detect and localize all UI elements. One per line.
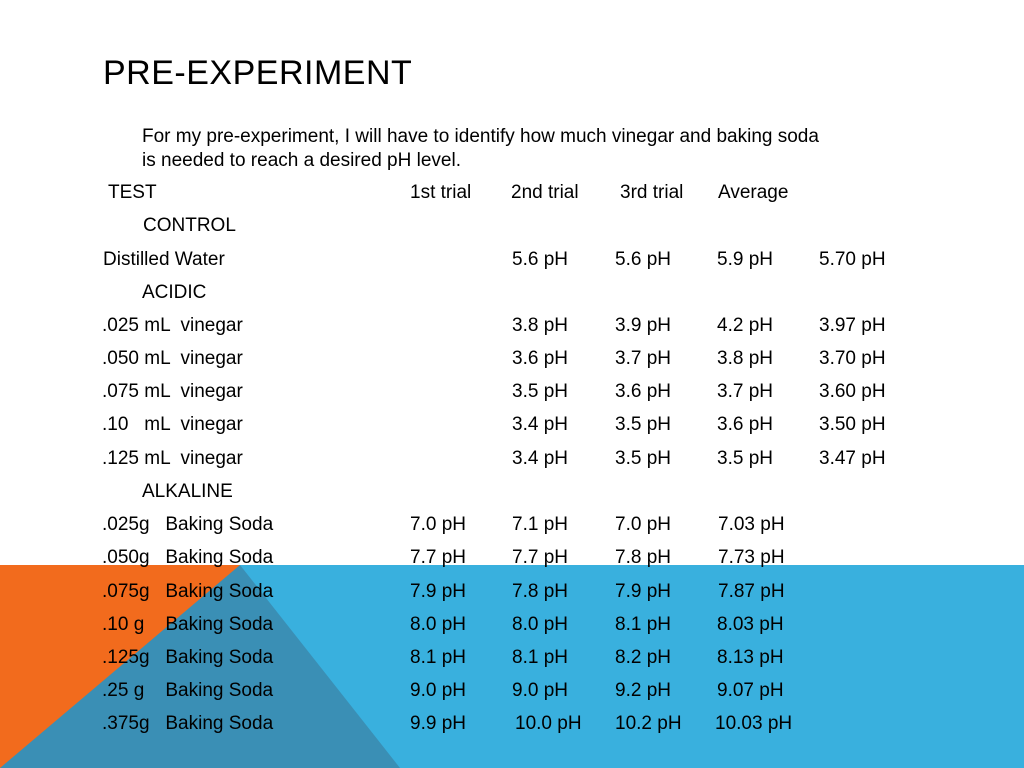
cell-value: 10.0 pH xyxy=(515,713,582,734)
cell-value: 3.47 pH xyxy=(819,448,886,469)
cell-value: 7.0 pH xyxy=(410,514,466,535)
section-label-alkaline: ALKALINE xyxy=(142,481,233,502)
header-average: Average xyxy=(718,182,789,203)
cell-value: 4.2 pH xyxy=(717,315,773,336)
cell-value: 3.7 pH xyxy=(615,348,671,369)
row-name: .050g Baking Soda xyxy=(102,547,274,568)
cell-value: 3.5 pH xyxy=(512,381,568,402)
cell-value: 10.03 pH xyxy=(715,713,793,734)
cell-value: 3.7 pH xyxy=(717,381,773,402)
cell-value: 7.03 pH xyxy=(718,514,785,535)
cell-value: 9.07 pH xyxy=(717,680,784,701)
row-name: .050 mL vinegar xyxy=(102,348,243,369)
header-test: TEST xyxy=(108,182,157,203)
cell-value: 3.97 pH xyxy=(819,315,886,336)
section-label-control: CONTROL xyxy=(143,215,236,236)
header-trial-1: 1st trial xyxy=(410,182,472,203)
cell-value: 5.70 pH xyxy=(819,249,886,270)
cell-value: 7.7 pH xyxy=(512,547,568,568)
cell-value: 10.2 pH xyxy=(615,713,682,734)
triangle-overlay xyxy=(0,565,400,768)
row-name: .075 mL vinegar xyxy=(102,381,243,402)
cell-value: 5.6 pH xyxy=(512,249,568,270)
cell-value: 3.8 pH xyxy=(717,348,773,369)
cell-value: 3.5 pH xyxy=(717,448,773,469)
row-name: Distilled Water xyxy=(103,249,225,270)
row-name: .25 g Baking Soda xyxy=(102,680,274,701)
intro-line-2: is needed to reach a desired pH level. xyxy=(142,150,461,171)
slide-title: PRE-EXPERIMENT xyxy=(103,54,413,92)
cell-value: 8.1 pH xyxy=(410,647,466,668)
row-name: .10 g Baking Soda xyxy=(102,614,274,635)
cell-value: 3.4 pH xyxy=(512,414,568,435)
cell-value: 8.0 pH xyxy=(512,614,568,635)
row-name: .125 mL vinegar xyxy=(102,448,243,469)
row-name: .10 mL vinegar xyxy=(102,414,243,435)
cell-value: 3.6 pH xyxy=(615,381,671,402)
cell-value: 7.7 pH xyxy=(410,547,466,568)
cell-value: 3.5 pH xyxy=(615,448,671,469)
cell-value: 7.8 pH xyxy=(512,581,568,602)
cell-value: 7.1 pH xyxy=(512,514,568,535)
cell-value: 7.9 pH xyxy=(615,581,671,602)
cell-value: 7.9 pH xyxy=(410,581,466,602)
row-name: .025g Baking Soda xyxy=(102,514,274,535)
cell-value: 8.2 pH xyxy=(615,647,671,668)
cell-value: 8.03 pH xyxy=(717,614,784,635)
cell-value: 9.9 pH xyxy=(410,713,466,734)
cell-value: 3.70 pH xyxy=(819,348,886,369)
cell-value: 3.6 pH xyxy=(512,348,568,369)
cell-value: 7.0 pH xyxy=(615,514,671,535)
intro-line-1: For my pre-experiment, I will have to id… xyxy=(142,126,819,147)
row-name: .125g Baking Soda xyxy=(102,647,274,668)
cell-value: 3.60 pH xyxy=(819,381,886,402)
row-name: .025 mL vinegar xyxy=(102,315,243,336)
cell-value: 8.1 pH xyxy=(512,647,568,668)
cell-value: 5.6 pH xyxy=(615,249,671,270)
cell-value: 9.0 pH xyxy=(512,680,568,701)
intro-paragraph: For my pre-experiment, I will have to id… xyxy=(142,125,942,173)
cell-value: 9.2 pH xyxy=(615,680,671,701)
cell-value: 3.9 pH xyxy=(615,315,671,336)
cell-value: 9.0 pH xyxy=(410,680,466,701)
cell-value: 3.5 pH xyxy=(615,414,671,435)
cell-value: 8.0 pH xyxy=(410,614,466,635)
header-trial-2: 2nd trial xyxy=(511,182,579,203)
cell-value: 8.1 pH xyxy=(615,614,671,635)
cell-value: 3.4 pH xyxy=(512,448,568,469)
cell-value: 5.9 pH xyxy=(717,249,773,270)
cell-value: 7.73 pH xyxy=(718,547,785,568)
cell-value: 3.50 pH xyxy=(819,414,886,435)
cell-value: 3.6 pH xyxy=(717,414,773,435)
row-name: .375g Baking Soda xyxy=(102,713,274,734)
section-label-acidic: ACIDIC xyxy=(142,282,207,303)
cell-value: 8.13 pH xyxy=(717,647,784,668)
header-trial-3: 3rd trial xyxy=(620,182,684,203)
cell-value: 3.8 pH xyxy=(512,315,568,336)
cell-value: 7.8 pH xyxy=(615,547,671,568)
row-name: .075g Baking Soda xyxy=(102,581,274,602)
cell-value: 7.87 pH xyxy=(718,581,785,602)
